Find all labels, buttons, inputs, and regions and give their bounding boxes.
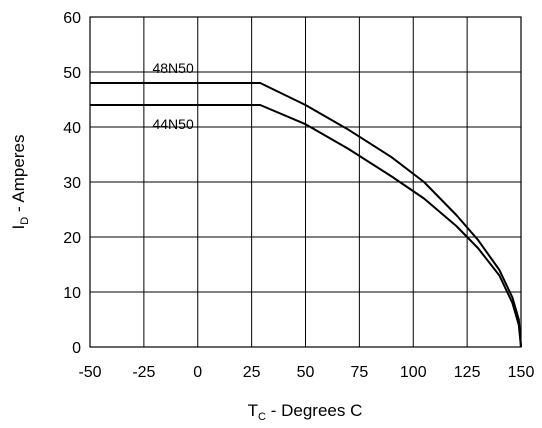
- x-tick-labels: -50 -25 0 25 50 75 100 125 150: [78, 364, 534, 381]
- series-label-44N50: 44N50: [152, 116, 193, 132]
- y-tick-labels: 0 10 20 30 40 50 60: [63, 10, 81, 357]
- x-tick-label: 25: [243, 364, 261, 381]
- x-tick-label: 50: [297, 364, 315, 381]
- x-tick-label: 125: [454, 364, 481, 381]
- y-tick-label: 50: [63, 65, 81, 82]
- y-tick-label: 30: [63, 175, 81, 192]
- series: 48N50 44N50: [90, 60, 522, 348]
- y-tick-label: 20: [63, 230, 81, 247]
- plot-frame: [89, 16, 522, 348]
- grid: [90, 17, 521, 347]
- series-line-48N50: [90, 82, 522, 348]
- series-label-48N50: 48N50: [152, 60, 193, 76]
- x-tick-label: -50: [78, 364, 101, 381]
- x-tick-label: 100: [400, 364, 427, 381]
- x-tick-label: -25: [132, 364, 155, 381]
- y-tick-label: 60: [63, 10, 81, 27]
- y-tick-label: 40: [63, 120, 81, 137]
- x-axis-title: TC - Degrees C: [248, 401, 363, 423]
- y-axis-title: ID - Amperes: [9, 135, 31, 230]
- x-tick-label: 150: [508, 364, 535, 381]
- series-line-44N50: [90, 104, 522, 348]
- y-tick-label: 10: [63, 285, 81, 302]
- x-tick-label: 0: [193, 364, 202, 381]
- x-tick-label: 75: [350, 364, 368, 381]
- y-tick-label: 0: [72, 340, 81, 357]
